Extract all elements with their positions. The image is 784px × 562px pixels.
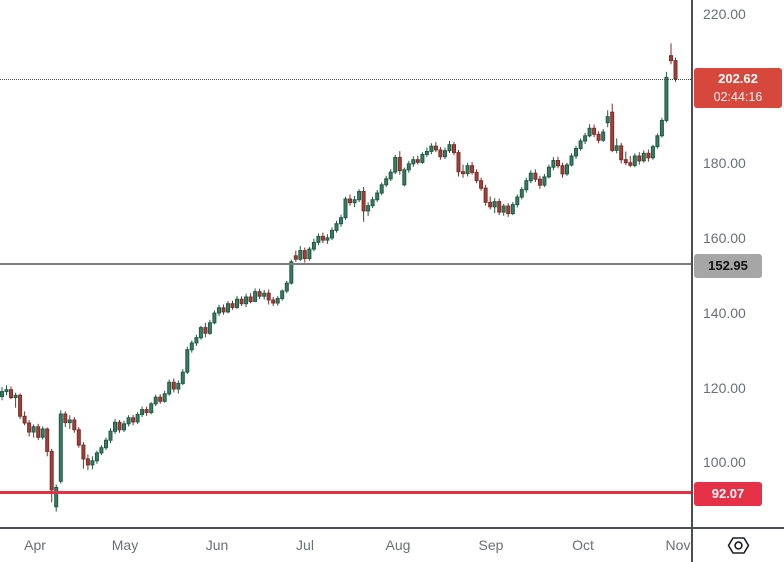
time-axis-separator — [0, 527, 784, 529]
month-label: Oct — [572, 537, 594, 553]
axis-corner — [693, 529, 784, 562]
price-tick-label: 140.00 — [703, 304, 746, 321]
alert-price-line[interactable] — [0, 490, 691, 494]
time-axis[interactable]: Apr May Jun Jul Aug Sep Oct Nov — [0, 529, 691, 562]
level-price-badge[interactable]: 152.95 — [694, 254, 762, 279]
hexagon-eye-icon[interactable] — [726, 535, 751, 556]
current-price-value: 202.62 — [718, 70, 758, 86]
price-axis[interactable]: 202.62 02:44:16 152.95 92.07 220.00 180.0… — [693, 0, 784, 527]
alert-price-badge[interactable]: 92.07 — [694, 482, 762, 506]
current-price-dotted-line — [0, 78, 691, 80]
month-label: Sep — [478, 537, 504, 553]
month-label: Jul — [296, 537, 314, 553]
month-label: Nov — [665, 537, 691, 553]
candles-layer — [0, 43, 678, 512]
price-tick-label: 120.00 — [703, 379, 746, 396]
price-tick-label: 160.00 — [703, 229, 746, 246]
month-label: Aug — [385, 537, 411, 553]
price-tick-label: 180.00 — [703, 155, 746, 172]
price-axis-separator — [691, 0, 693, 562]
current-price-badge: 202.62 02:44:16 — [694, 67, 782, 108]
alert-price-value: 92.07 — [711, 486, 745, 501]
horizontal-level-line[interactable] — [0, 263, 691, 266]
month-label: May — [111, 537, 139, 553]
bar-countdown: 02:44:16 — [713, 89, 763, 104]
month-label: Apr — [24, 537, 46, 553]
chart-pane[interactable] — [0, 0, 691, 527]
level-price-value: 152.95 — [708, 258, 748, 274]
price-tick-label: 220.00 — [703, 5, 746, 22]
month-label: Jun — [205, 537, 229, 553]
price-tick-label: 100.00 — [703, 454, 746, 471]
